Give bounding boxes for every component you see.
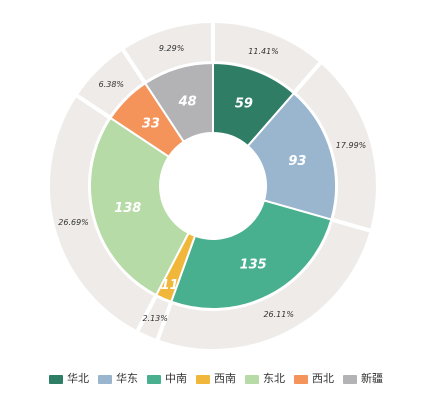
legend-item: 华东 <box>98 372 138 386</box>
legend-swatch <box>294 374 308 384</box>
inner-value-labels: 59 93 135 11 138 33 48 <box>114 95 306 293</box>
legend-item: 西北 <box>294 372 334 386</box>
legend-item: 东北 <box>245 372 285 386</box>
donut-chart: 59 93 135 11 138 33 48 11.41% 17.99% 26.11% 2.13%… <box>48 21 378 351</box>
legend-label: 新疆 <box>361 372 383 385</box>
legend-label: 西北 <box>312 372 334 385</box>
outer-percent-labels: 11.41% 17.99% 26.11% 2.13% 26.69% 6.38% 9.29% <box>58 44 366 323</box>
legend-label: 中南 <box>165 372 187 385</box>
legend-swatch <box>98 374 112 384</box>
inner-value-label: 11 <box>161 278 179 293</box>
legend-swatch <box>245 374 259 384</box>
inner-slice <box>143 61 214 144</box>
legend-swatch <box>343 374 357 384</box>
outer-percent-label: 9.29% <box>159 44 184 53</box>
inner-slice <box>169 199 333 310</box>
outer-percent-label: 6.38% <box>99 80 124 89</box>
legend-label: 华北 <box>67 372 89 385</box>
legend-swatch <box>147 374 161 384</box>
legend-item: 中南 <box>147 372 187 386</box>
legend-label: 东北 <box>263 372 285 385</box>
legend-swatch <box>196 374 210 384</box>
legend-label: 华东 <box>116 372 138 385</box>
inner-value-label: 138 <box>114 201 141 216</box>
inner-value-label: 59 <box>235 97 253 112</box>
legend: 华北 华东 中南 西南 东北 西北 新疆 <box>0 372 432 386</box>
inner-slice <box>246 91 337 221</box>
outer-percent-label: 26.69% <box>58 218 89 227</box>
legend-item: 西南 <box>196 372 236 386</box>
inner-slice <box>89 116 190 297</box>
legend-swatch <box>49 374 63 384</box>
outer-percent-label: 2.13% <box>142 314 167 323</box>
legend-label: 西南 <box>214 372 236 385</box>
outer-percent-label: 17.99% <box>336 141 367 150</box>
legend-item: 新疆 <box>343 372 383 386</box>
inner-value-label: 48 <box>178 95 197 110</box>
outer-percent-label: 11.41% <box>248 47 279 56</box>
inner-value-label: 33 <box>142 117 160 132</box>
outer-percent-label: 26.11% <box>263 310 294 319</box>
legend-item: 华北 <box>49 372 89 386</box>
inner-value-label: 135 <box>240 257 267 272</box>
inner-value-label: 93 <box>288 154 306 169</box>
inner-ring <box>89 61 337 310</box>
